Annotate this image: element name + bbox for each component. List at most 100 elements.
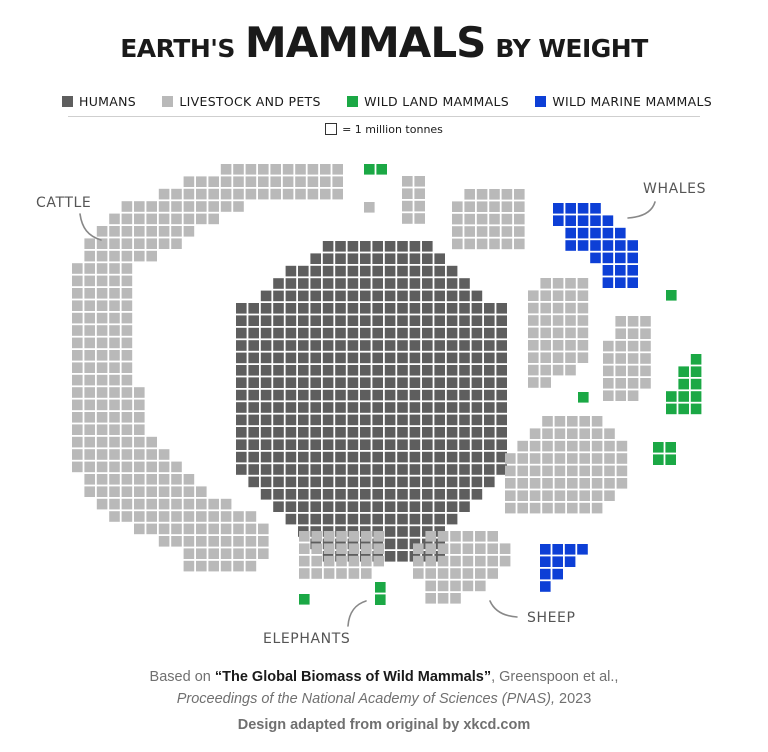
waffle-cell-humans	[384, 327, 396, 339]
waffle-cell-livestock	[336, 568, 347, 579]
waffle-cell-humans	[397, 327, 408, 339]
waffle-cell-livestock	[552, 327, 564, 339]
waffle-cell-humans	[285, 427, 297, 438]
waffle-cell-humans	[384, 352, 396, 364]
waffle-cell-humans	[360, 365, 371, 376]
waffle-cell-livestock	[565, 315, 576, 326]
waffle-cell-humans	[397, 464, 408, 475]
waffle-cell-cattle	[109, 424, 120, 435]
waffle-cell-humans	[459, 352, 470, 364]
waffle-cell-cattle	[96, 374, 108, 386]
waffle-cell-humans	[384, 340, 396, 351]
waffle-cell-humans	[484, 365, 495, 376]
waffle-cell-humans	[446, 352, 458, 364]
waffle-cell-whales	[602, 265, 614, 276]
waffle-cell-livestock	[567, 502, 578, 514]
waffle-cell-humans	[347, 389, 359, 401]
waffle-cell-cattle	[196, 498, 207, 510]
waffle-cell-humans	[335, 278, 346, 289]
waffle-cell-humans	[347, 402, 359, 413]
waffle-cell-humans	[446, 303, 458, 314]
waffle-cell-humans	[347, 241, 359, 252]
waffle-cell-cattle	[109, 288, 120, 299]
waffle-cell-cattle	[109, 213, 120, 225]
waffle-cell-humans	[360, 427, 371, 438]
waffle-cell-humans	[335, 253, 346, 264]
waffle-cell-cattle	[196, 176, 207, 187]
waffle-cell-cattle	[146, 238, 157, 249]
waffle-cell-sheep	[475, 580, 486, 592]
waffle-cell-humans	[347, 278, 359, 289]
waffle-cell-livestock	[336, 543, 347, 554]
waffle-cell-humans	[422, 427, 433, 438]
waffle-cell-sheep	[462, 531, 474, 542]
waffle-cell-humans	[322, 253, 334, 264]
title-suffix: BY WEIGHT	[495, 34, 648, 63]
waffle-cell-humans	[446, 389, 458, 401]
waffle-cell-humans	[446, 513, 458, 525]
waffle-cell-humans	[459, 340, 470, 351]
waffle-cell-humans	[285, 414, 297, 426]
waffle-cell-cattle	[121, 288, 133, 299]
waffle-cell-whales	[615, 265, 626, 276]
waffle-cell-humans	[496, 402, 507, 413]
waffle-cell-humans	[372, 489, 383, 500]
legend-swatch-wild-marine	[535, 95, 547, 107]
waffle-cell-humans	[347, 365, 359, 376]
waffle-cell-cattle	[158, 449, 170, 460]
waffle-cell-humans	[384, 476, 396, 488]
waffle-cell-whales	[590, 240, 601, 251]
waffle-cell-cattle	[134, 461, 145, 473]
waffle-cell-cattle	[146, 250, 157, 262]
waffle-cell-livestock	[577, 278, 589, 289]
waffle-cell-cattle	[134, 213, 145, 225]
waffle-cell-humans	[322, 427, 334, 438]
waffle-cell-cattle	[121, 312, 133, 324]
waffle-cell-livestock	[489, 213, 500, 225]
waffle-cell-humans	[298, 464, 309, 475]
waffle-cell-livestock	[540, 327, 551, 339]
waffle-cell-humans	[384, 551, 396, 562]
waffle-cell-humans	[434, 265, 445, 277]
waffle-cell-cattle	[158, 523, 170, 535]
waffle-cell-livestock	[540, 278, 551, 289]
waffle-cell-humans	[360, 513, 371, 525]
waffle-cell-humans	[298, 489, 309, 500]
waffle-cell-cattle	[171, 474, 182, 485]
waffle-cell-humans	[397, 489, 408, 500]
waffle-cell-humans	[360, 389, 371, 401]
waffle-cell-cattle	[245, 176, 257, 187]
waffle-cell-cattle	[158, 461, 170, 473]
waffle-cell-humans	[471, 489, 483, 500]
waffle-cell-humans	[397, 377, 408, 388]
waffle-cell-livestock	[414, 200, 425, 212]
waffle-cell-sheep	[437, 555, 449, 567]
waffle-cell-humans	[496, 451, 507, 463]
waffle-cell-livestock	[542, 416, 553, 427]
waffle-cell-humans	[434, 290, 445, 302]
waffle-cell-cattle	[109, 350, 120, 361]
waffle-cell-humans	[434, 315, 445, 326]
waffle-cell-humans	[347, 253, 359, 264]
waffle-cell-cattle	[109, 362, 120, 373]
waffle-cell-whales	[615, 277, 626, 288]
waffle-cell-livestock	[505, 490, 516, 501]
waffle-cell-sheep	[425, 580, 436, 592]
waffle-cell-livestock	[603, 340, 614, 352]
waffle-cell-humans	[409, 241, 421, 252]
waffle-cell-livestock	[565, 302, 576, 314]
waffle-cell-cattle	[146, 436, 157, 448]
waffle-cell-wild-land	[653, 442, 664, 453]
waffle-cell-humans	[285, 340, 297, 351]
waffle-cell-livestock	[579, 440, 590, 452]
waffle-cell-humans	[285, 501, 297, 512]
waffle-cell-humans	[360, 278, 371, 289]
waffle-cell-sheep	[425, 593, 436, 604]
waffle-cell-humans	[260, 340, 272, 351]
waffle-cell-cattle	[121, 474, 133, 485]
waffle-cell-humans	[285, 278, 297, 289]
waffle-cell-humans	[434, 414, 445, 426]
waffle-cell-humans	[236, 439, 247, 450]
waffle-cell-humans	[285, 489, 297, 500]
waffle-cell-cattle	[158, 511, 170, 522]
